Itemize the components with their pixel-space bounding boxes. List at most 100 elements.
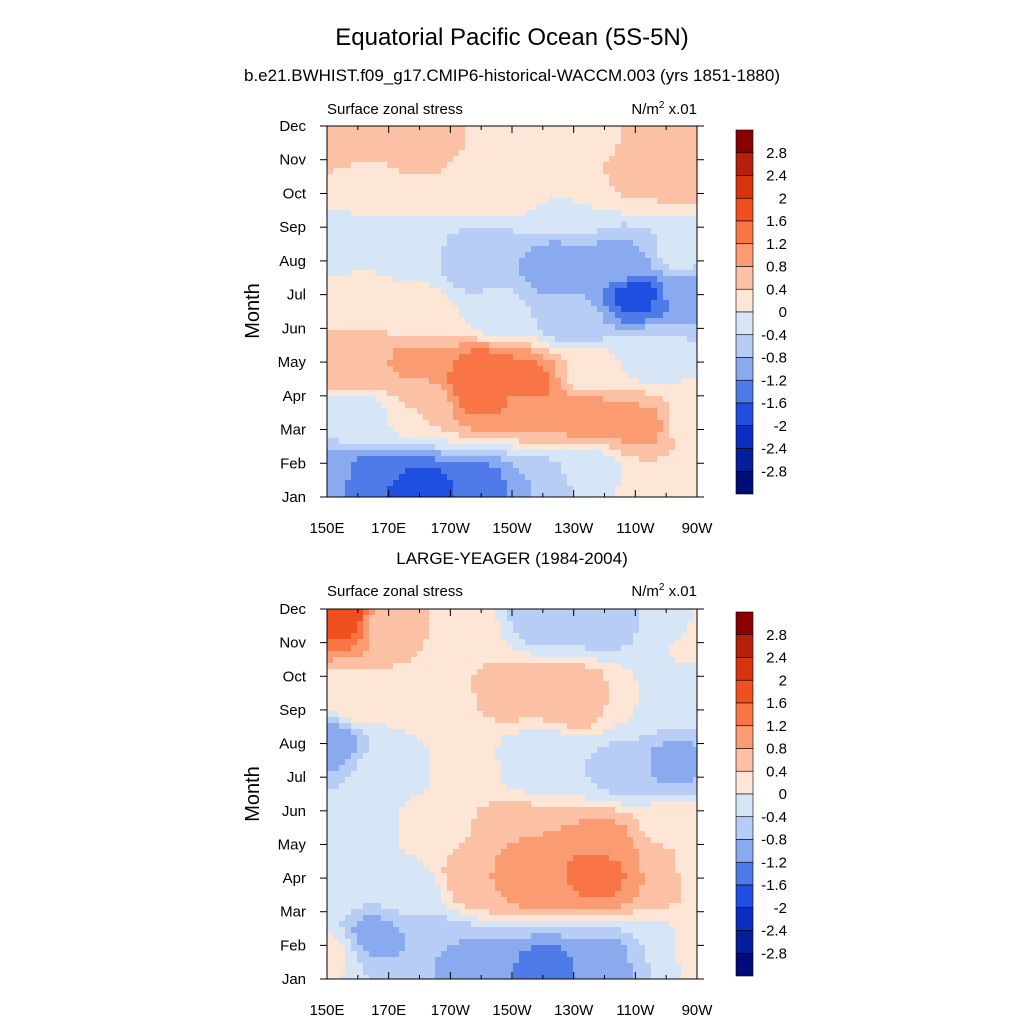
contour-cell bbox=[651, 462, 658, 469]
contour-cell bbox=[387, 354, 394, 361]
contour-cell bbox=[561, 444, 568, 451]
contour-cell bbox=[363, 312, 370, 319]
contour-cell bbox=[387, 300, 394, 307]
contour-cell bbox=[495, 675, 502, 682]
contour-cell bbox=[369, 390, 376, 397]
contour-cell bbox=[351, 222, 358, 229]
contour-cell bbox=[459, 474, 466, 481]
contour-cell bbox=[627, 432, 634, 439]
contour-cell bbox=[543, 645, 550, 652]
contour-cell bbox=[441, 657, 448, 664]
contour-cell bbox=[357, 258, 364, 265]
contour-cell bbox=[369, 609, 376, 616]
contour-cell bbox=[597, 675, 604, 682]
contour-cell bbox=[345, 258, 352, 265]
contour-cell bbox=[399, 480, 406, 487]
contour-cell bbox=[651, 621, 658, 628]
contour-cell bbox=[375, 432, 382, 439]
contour-cell bbox=[495, 162, 502, 169]
contour-cell bbox=[363, 450, 370, 457]
contour-cell bbox=[417, 246, 424, 253]
contour-cell bbox=[615, 372, 622, 379]
contour-cell bbox=[327, 180, 334, 187]
contour-cell bbox=[489, 366, 496, 373]
contour-cell bbox=[591, 150, 598, 157]
contour-cell bbox=[489, 444, 496, 451]
contour-cell bbox=[507, 132, 514, 139]
contour-cell bbox=[429, 675, 436, 682]
contour-cell bbox=[525, 132, 532, 139]
contour-cell bbox=[501, 360, 508, 367]
contour-cell bbox=[429, 402, 436, 409]
contour-cell bbox=[351, 252, 358, 259]
contour-cell bbox=[591, 306, 598, 313]
contour-cell bbox=[483, 492, 490, 498]
contour-cell bbox=[531, 264, 538, 271]
contour-cell bbox=[681, 138, 688, 145]
contour-cell bbox=[333, 324, 340, 331]
contour-cell bbox=[621, 162, 628, 169]
contour-cell bbox=[393, 150, 400, 157]
contour-cell bbox=[669, 444, 676, 451]
contour-cell bbox=[339, 192, 346, 199]
contour-cell bbox=[687, 198, 694, 205]
contour-cell bbox=[381, 402, 388, 409]
contour-cell bbox=[399, 144, 406, 151]
contour-cell bbox=[615, 312, 622, 319]
contour-cell bbox=[633, 651, 640, 658]
contour-cell bbox=[609, 234, 616, 241]
contour-cell bbox=[561, 669, 568, 676]
contour-cell bbox=[369, 264, 376, 271]
contour-cell bbox=[645, 324, 652, 331]
contour-cell bbox=[567, 324, 574, 331]
contour-cell bbox=[663, 246, 670, 253]
contour-cell bbox=[693, 144, 698, 151]
contour-cell bbox=[549, 657, 556, 664]
contour-cell bbox=[531, 318, 538, 325]
contour-cell bbox=[393, 669, 400, 676]
contour-cell bbox=[471, 324, 478, 331]
contour-cell bbox=[423, 192, 430, 199]
contour-cell bbox=[567, 402, 574, 409]
contour-cell bbox=[627, 186, 634, 193]
contour-cell bbox=[381, 396, 388, 403]
contour-cell bbox=[537, 264, 544, 271]
contour-cell bbox=[435, 609, 442, 616]
contour-cell bbox=[513, 204, 520, 211]
contour-cell bbox=[471, 240, 478, 247]
contour-cell bbox=[423, 420, 430, 427]
contour-cell bbox=[453, 258, 460, 265]
contour-cell bbox=[381, 444, 388, 451]
contour-cell bbox=[393, 639, 400, 646]
contour-cell bbox=[453, 657, 460, 664]
contour-cell bbox=[555, 633, 562, 640]
contour-cell bbox=[387, 312, 394, 319]
contour-cell bbox=[339, 234, 346, 241]
contour-cell bbox=[549, 174, 556, 181]
contour-cell bbox=[555, 492, 562, 498]
contour-cell bbox=[525, 426, 532, 433]
contour-cell bbox=[663, 312, 670, 319]
contour-cell bbox=[531, 390, 538, 397]
contour-cell bbox=[609, 687, 616, 694]
contour-cell bbox=[441, 468, 448, 475]
contour-cell bbox=[333, 609, 340, 616]
contour-cell bbox=[627, 192, 634, 199]
contour-cell bbox=[525, 294, 532, 301]
contour-cell bbox=[597, 633, 604, 640]
contour-cell bbox=[477, 342, 484, 349]
contour-cell bbox=[657, 144, 664, 151]
contour-cell bbox=[543, 480, 550, 487]
contour-cell bbox=[675, 633, 682, 640]
contour-cell bbox=[483, 615, 490, 622]
contour-cell bbox=[693, 348, 698, 355]
contour-cell bbox=[501, 240, 508, 247]
contour-cell bbox=[645, 126, 652, 133]
contour-cell bbox=[327, 258, 334, 265]
contour-cell bbox=[615, 210, 622, 217]
contour-cell bbox=[405, 675, 412, 682]
contour-cell bbox=[381, 156, 388, 163]
contour-cell bbox=[543, 633, 550, 640]
contour-cell bbox=[609, 663, 616, 670]
contour-cell bbox=[669, 480, 676, 487]
